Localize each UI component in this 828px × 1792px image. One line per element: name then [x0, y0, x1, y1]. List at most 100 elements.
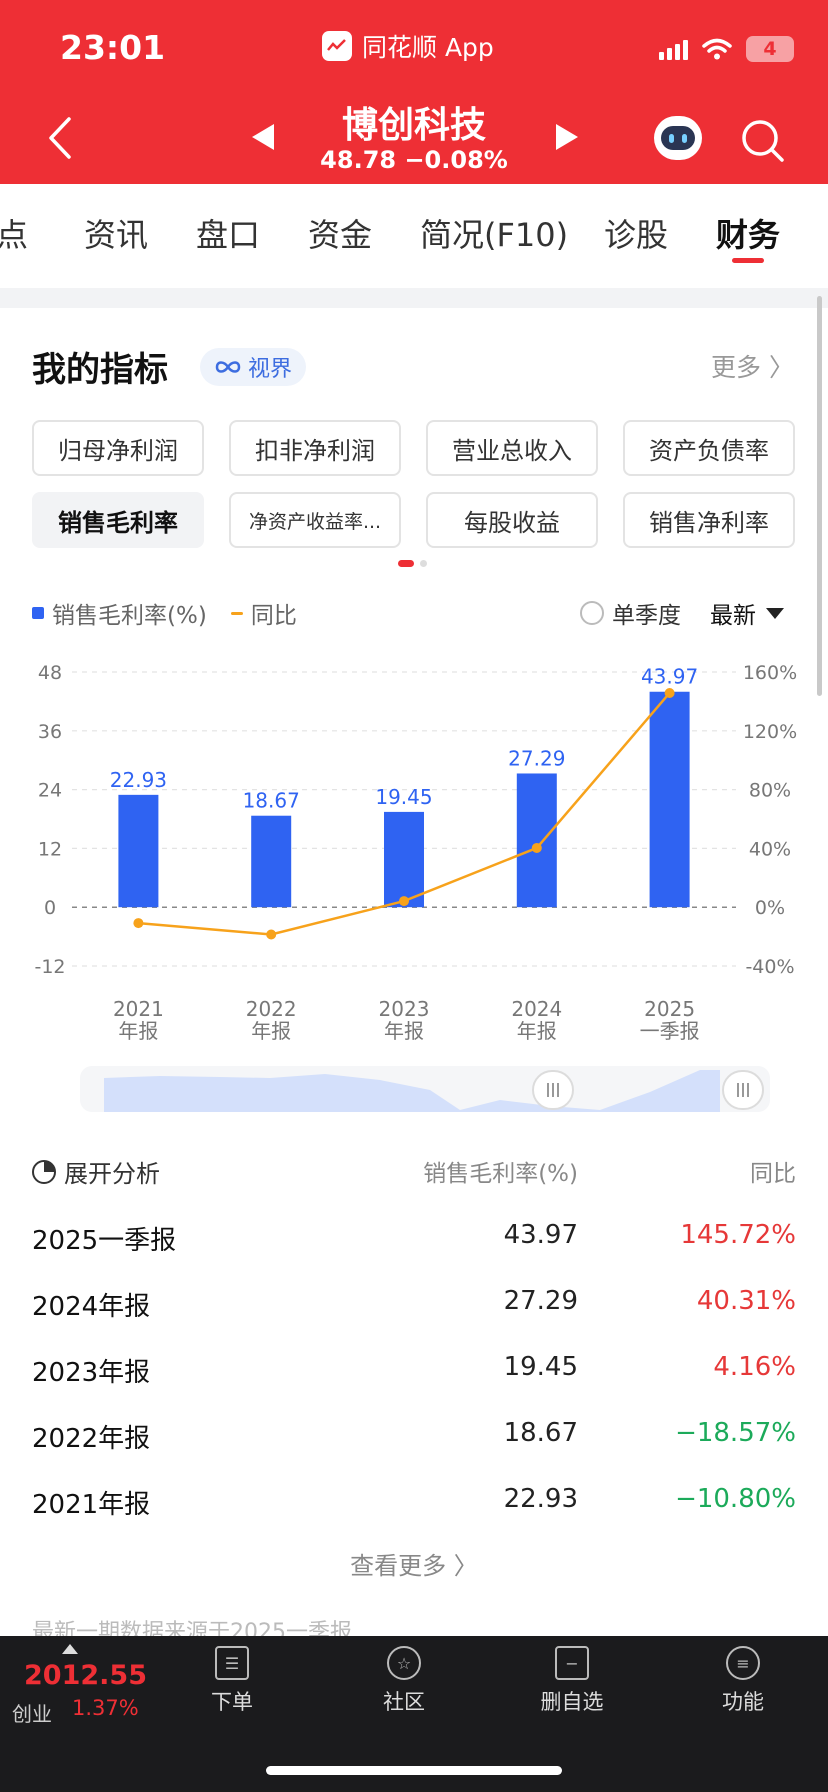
- legend-line-item: 同比: [230, 596, 297, 630]
- nav-community[interactable]: ☆ 社区: [344, 1646, 464, 1716]
- nav-remove-watchlist[interactable]: − 删自选: [512, 1646, 632, 1716]
- yoy-point: [133, 918, 144, 929]
- table-header: 展开分析 销售毛利率(%) 同比: [32, 1154, 796, 1188]
- remove-watchlist-icon: −: [555, 1646, 589, 1680]
- indicator-debt-ratio[interactable]: 资产负债率: [623, 420, 795, 476]
- bar: [649, 691, 690, 908]
- tab-profile-f10[interactable]: 简况(F10): [420, 216, 569, 254]
- see-more-link[interactable]: 查看更多 〉: [350, 1552, 478, 1580]
- indicator-total-revenue[interactable]: 营业总收入: [426, 420, 598, 476]
- nav-remove-watchlist-label: 删自选: [540, 1690, 604, 1714]
- vision-button[interactable]: 视界: [200, 348, 307, 386]
- back-button[interactable]: [40, 117, 80, 159]
- x-tick-label: 年报: [517, 1019, 557, 1043]
- tab-partial[interactable]: 点: [0, 216, 29, 254]
- y-left-tick: 48: [38, 662, 62, 684]
- nav-functions-label: 功能: [722, 1690, 764, 1714]
- y-right-tick: 80%: [749, 780, 791, 802]
- table-row: 2021年报 22.93 −10.80%: [32, 1484, 796, 1524]
- ai-assistant-robot-icon[interactable]: [654, 116, 702, 160]
- bar-data-label: 18.67: [243, 789, 300, 813]
- prev-stock-button[interactable]: [252, 124, 274, 150]
- y-left-tick: -12: [34, 956, 65, 978]
- x-tick-label: 年报: [384, 1019, 424, 1043]
- metric-column-header: 销售毛利率(%): [423, 1161, 578, 1187]
- row-yoy: −10.80%: [675, 1484, 796, 1514]
- y-left-tick: 12: [38, 838, 62, 860]
- y-left-tick: 0: [44, 897, 56, 919]
- indicator-pager: [398, 560, 427, 567]
- nav-order-label: 下单: [211, 1690, 253, 1714]
- dropdown-caret-icon: [766, 607, 784, 619]
- indicator-roe[interactable]: 净资产收益率...: [229, 492, 401, 548]
- row-value: 18.67: [503, 1418, 578, 1448]
- row-yoy: 145.72%: [680, 1220, 796, 1250]
- legend-line-label: 同比: [250, 603, 297, 629]
- bar-data-label: 22.93: [110, 768, 167, 792]
- single-quarter-label: 单季度: [612, 603, 681, 629]
- search-icon[interactable]: [740, 118, 786, 164]
- tab-diagnosis[interactable]: 诊股: [604, 216, 669, 254]
- index-value[interactable]: 2012.55: [24, 1660, 147, 1691]
- yoy-point: [531, 842, 542, 853]
- y-right-tick: -40%: [745, 956, 794, 978]
- tab-finance[interactable]: 财务: [716, 216, 781, 254]
- indicator-deducted-net-profit[interactable]: 扣非净利润: [229, 420, 401, 476]
- bar-swatch-icon: [32, 607, 44, 619]
- indicator-gross-margin[interactable]: 销售毛利率: [32, 492, 204, 548]
- scroller-preview: [104, 1070, 720, 1112]
- menu-icon: ≡: [726, 1646, 760, 1680]
- bar-data-label: 27.29: [508, 746, 565, 770]
- row-yoy: 40.31%: [696, 1286, 796, 1316]
- x-tick-label: 2023: [379, 997, 430, 1021]
- expand-analysis-button[interactable]: 展开分析: [32, 1154, 160, 1189]
- latest-dropdown[interactable]: 最新: [710, 596, 784, 630]
- bar-data-label: 43.97: [641, 665, 698, 689]
- status-app-name: 同花顺 App: [362, 33, 494, 62]
- expand-analysis-label: 展开分析: [64, 1160, 160, 1188]
- next-stock-button[interactable]: [556, 124, 578, 150]
- indicator-eps[interactable]: 每股收益: [426, 492, 598, 548]
- indicator-net-profit[interactable]: 归母净利润: [32, 420, 204, 476]
- scroller-left-handle[interactable]: [532, 1070, 574, 1110]
- single-quarter-toggle[interactable]: 单季度: [580, 596, 681, 630]
- radio-icon: [580, 601, 604, 625]
- bar: [251, 815, 292, 908]
- index-change: 1.37%: [72, 1696, 139, 1720]
- cellular-signal-icon: [659, 38, 688, 60]
- latest-label: 最新: [710, 603, 756, 629]
- section-divider: [0, 288, 828, 308]
- expand-up-icon[interactable]: [62, 1644, 78, 1654]
- home-indicator[interactable]: [266, 1766, 562, 1775]
- index-name: 创业: [12, 1702, 52, 1726]
- table-row: 2022年报 18.67 −18.57%: [32, 1418, 796, 1458]
- battery-icon: 4: [746, 36, 794, 62]
- bar-data-label: 19.45: [375, 785, 432, 809]
- tab-news[interactable]: 资讯: [84, 216, 149, 254]
- row-period: 2024年报: [32, 1292, 151, 1322]
- more-link[interactable]: 更多 〉: [711, 353, 794, 382]
- stock-name: 博创科技: [341, 105, 486, 146]
- tab-order-book[interactable]: 盘口: [196, 216, 261, 254]
- nav-functions[interactable]: ≡ 功能: [683, 1646, 803, 1716]
- yoy-point: [399, 896, 409, 907]
- table-row: 2025一季报 43.97 145.72%: [32, 1220, 796, 1260]
- chart-range-scroller[interactable]: [80, 1066, 770, 1112]
- scrollbar[interactable]: [817, 296, 822, 696]
- tab-capital[interactable]: 资金: [308, 216, 373, 254]
- y-right-tick: 120%: [743, 721, 797, 743]
- x-tick-label: 一季报: [640, 1019, 700, 1043]
- y-left-tick: 24: [38, 780, 62, 802]
- yoy-point: [664, 687, 675, 698]
- bar: [516, 773, 557, 908]
- scroller-right-handle[interactable]: [722, 1070, 764, 1110]
- x-tick-label: 2025: [644, 997, 695, 1021]
- row-period: 2021年报: [32, 1490, 151, 1520]
- row-yoy: −18.57%: [675, 1418, 796, 1448]
- bar: [118, 794, 159, 908]
- status-app-indicator[interactable]: 同花顺 App: [322, 28, 494, 64]
- nav-order[interactable]: ☰ 下单: [172, 1646, 292, 1716]
- app-logo-icon: [322, 31, 352, 61]
- indicator-net-margin[interactable]: 销售净利率: [623, 492, 795, 548]
- table-row: 2023年报 19.45 4.16%: [32, 1352, 796, 1392]
